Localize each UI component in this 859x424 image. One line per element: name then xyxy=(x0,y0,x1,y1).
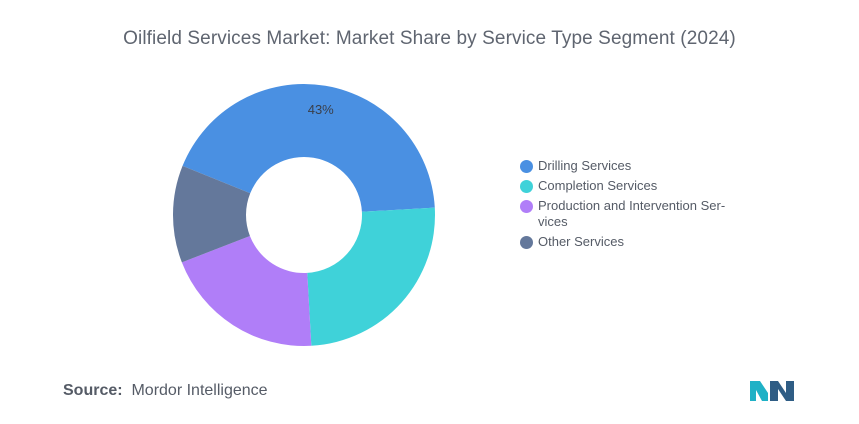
legend-label-drilling: Drilling Services xyxy=(538,158,632,173)
donut-slice-completion[interactable] xyxy=(307,207,435,346)
legend-item-other[interactable]: Other Services xyxy=(520,234,745,250)
data-label-drilling: 43% xyxy=(308,102,334,117)
legend-label-completion: Completion Services xyxy=(538,178,658,193)
donut-slice-production[interactable] xyxy=(181,235,312,346)
legend-label-production: Production and Intervention Ser- vices xyxy=(538,198,726,229)
legend: Drilling Services Completion Services Pr… xyxy=(520,158,745,254)
legend-swatch-production xyxy=(520,200,533,213)
source-text: Mordor Intelligence xyxy=(131,382,268,399)
mordor-logo-icon xyxy=(750,381,794,401)
legend-swatch-completion xyxy=(520,180,533,193)
legend-swatch-other xyxy=(520,236,533,249)
legend-item-production[interactable]: Production and Intervention Ser- vices xyxy=(520,198,745,230)
legend-item-drilling[interactable]: Drilling Services xyxy=(520,158,745,174)
source-note: Source: Mordor Intelligence xyxy=(63,382,268,400)
source-label: Source: xyxy=(63,382,123,399)
legend-label-other: Other Services xyxy=(538,234,624,249)
donut-slice-drilling[interactable] xyxy=(182,83,435,212)
chart-title: Oilfield Services Market: Market Share b… xyxy=(123,28,736,49)
donut-slice-other[interactable] xyxy=(172,165,251,263)
legend-item-completion[interactable]: Completion Services xyxy=(520,178,745,194)
legend-swatch-drilling xyxy=(520,160,533,173)
